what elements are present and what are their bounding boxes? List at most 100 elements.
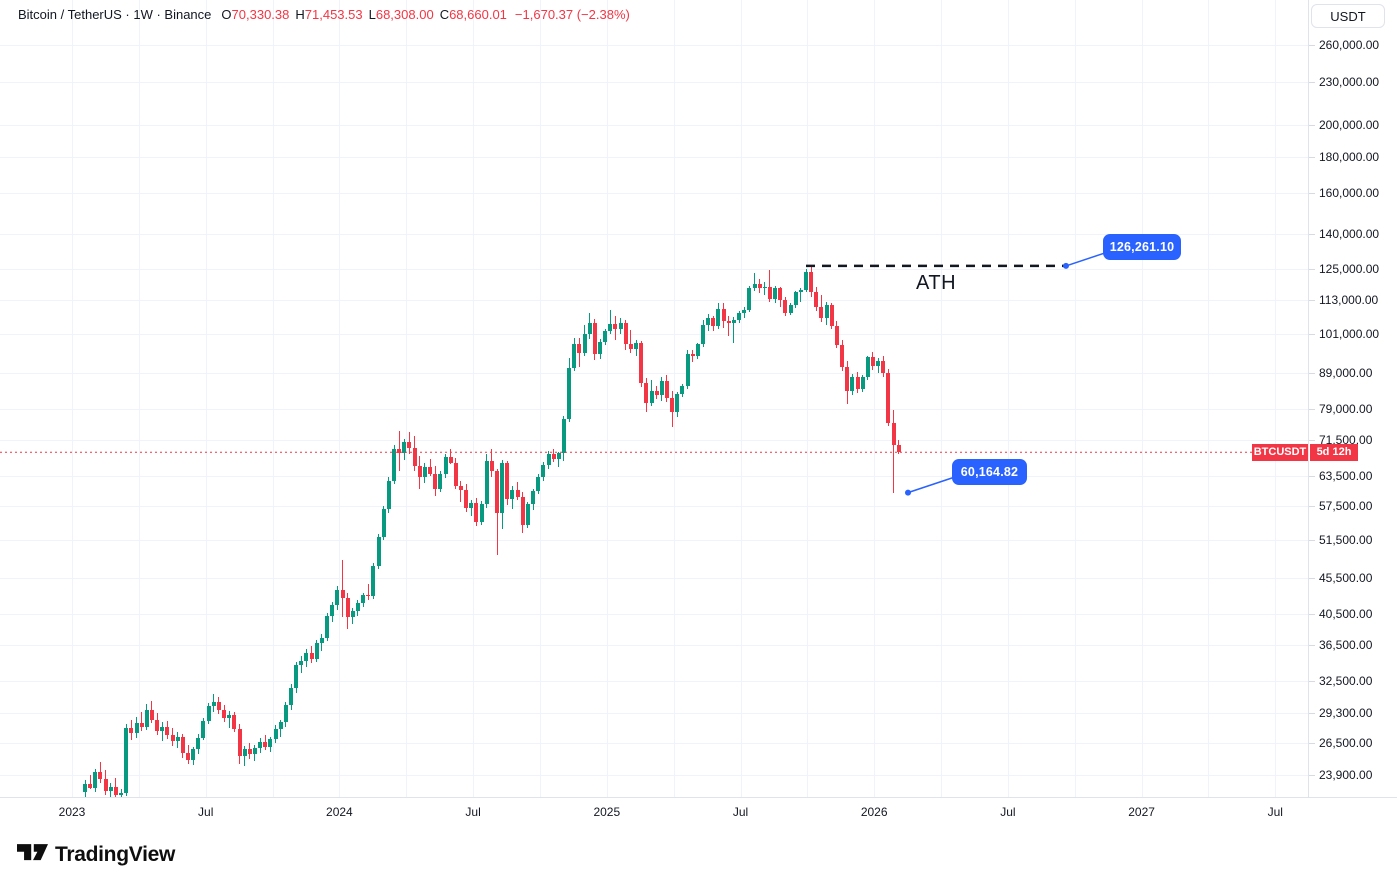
ath-annotation-text[interactable]: ATH [916,272,957,294]
candle-body [170,735,175,742]
price-tick-label: 40,500.00 [1319,606,1373,621]
price-tick-mark [1309,613,1315,615]
vertical-gridline [205,0,207,797]
horizontal-gridline [0,774,1308,776]
price-tick-label: 36,500.00 [1319,638,1373,653]
close-readout: C68,660.01 [439,7,507,22]
candle-body [180,736,185,753]
candle-body [268,738,273,747]
price-tick-mark [1309,334,1315,336]
price-tick-label: 57,500.00 [1319,499,1373,514]
ath-price-callout[interactable]: 126,261.10 [1103,233,1181,260]
candle-body [134,723,139,734]
candle-body [448,456,453,463]
candle-body [824,304,829,318]
candle-body [412,448,417,467]
candle-wick [630,329,632,354]
price-axis[interactable]: 260,000.00 230,000.00 200,000.00 180,000.00… [1308,0,1397,797]
candle-wick [342,560,343,617]
horizontal-gridline [0,743,1308,745]
candle-body [165,726,170,736]
horizontal-gridline [0,712,1308,714]
vertical-gridline [406,0,408,797]
candle-body [489,461,494,471]
price-tick-mark [1309,299,1315,301]
candle-body [108,786,113,791]
price-tick-label: 230,000.00 [1319,75,1380,90]
candle-body [809,271,814,292]
horizontal-gridline [0,680,1308,682]
annotations-overlay [0,252,1308,496]
open-readout: O70,330.38 [221,7,290,22]
candle-body [881,360,886,374]
candle-body [381,509,386,537]
candle-body [299,660,304,666]
candle-body [793,292,798,306]
candle-body [402,441,407,453]
candle-body [350,611,355,618]
candle-body [93,772,98,789]
candle-wick [764,282,766,296]
candle-body [798,290,803,293]
candle-body [278,722,283,729]
candle-body [598,341,602,354]
candle-body [216,702,221,710]
horizontal-gridline [0,372,1308,374]
candle-body [701,324,705,344]
candle-body [829,304,834,326]
candle-body [227,714,232,718]
low-anchor-dot [905,489,911,496]
horizontal-gridline [0,125,1308,127]
candle-wick [733,317,735,343]
ath-callout-connector [1065,252,1106,267]
price-tick-label: 125,000.00 [1319,261,1380,276]
candle-body [639,343,644,384]
candle-body [103,778,108,791]
candle-body [443,456,448,475]
low-price-callout[interactable]: 60,164.82 [952,458,1027,485]
candle-body [325,615,330,639]
candle-body [587,323,592,334]
vertical-gridline [1007,0,1009,797]
vertical-gridline [941,0,943,797]
candle-body [608,323,613,331]
price-tick-mark [1309,774,1315,776]
price-tick-mark [1309,540,1315,542]
candle-body [458,486,463,490]
price-tick-label: 160,000.00 [1319,186,1380,201]
candle-body [891,422,896,445]
price-tick-mark [1309,578,1315,580]
chart-canvas[interactable] [0,0,1308,797]
vertical-gridline [740,0,742,797]
horizontal-gridline [0,45,1308,46]
candle-wick [800,287,802,303]
candle-body [376,536,381,566]
time-tick-label: 2027 [1128,805,1155,819]
candle-body [654,390,659,395]
tradingview-logo[interactable]: TradingView [17,841,175,868]
candle-body [453,462,458,487]
time-axis[interactable]: 2023 Jul 2024 Jul 2025 Jul 2026 Jul 2027 Jul [0,797,1397,831]
candle-body [294,665,299,688]
candle-body [582,333,587,353]
horizontal-gridline [0,476,1308,478]
candle-body [716,309,721,327]
bar-countdown-tag: 5d 12h [1310,443,1358,461]
candle-body [865,356,870,378]
symbol-title[interactable]: Bitcoin / TetherUS · 1W · Binance [18,7,212,22]
time-tick-label: 2026 [860,805,888,819]
currency-toggle-button[interactable]: USDT [1311,4,1385,28]
candle-body [618,322,623,330]
candle-body [783,299,788,314]
horizontal-gridline [0,193,1308,195]
candle-body [433,474,438,490]
candle-body [386,480,391,510]
candle-body [531,491,536,505]
candle-body [124,727,129,794]
vertical-gridline [1074,0,1076,797]
candle-body [695,343,700,357]
candle-body [742,310,747,314]
horizontal-gridline [0,157,1308,159]
candle-body [469,502,474,508]
candle-body [845,367,850,391]
